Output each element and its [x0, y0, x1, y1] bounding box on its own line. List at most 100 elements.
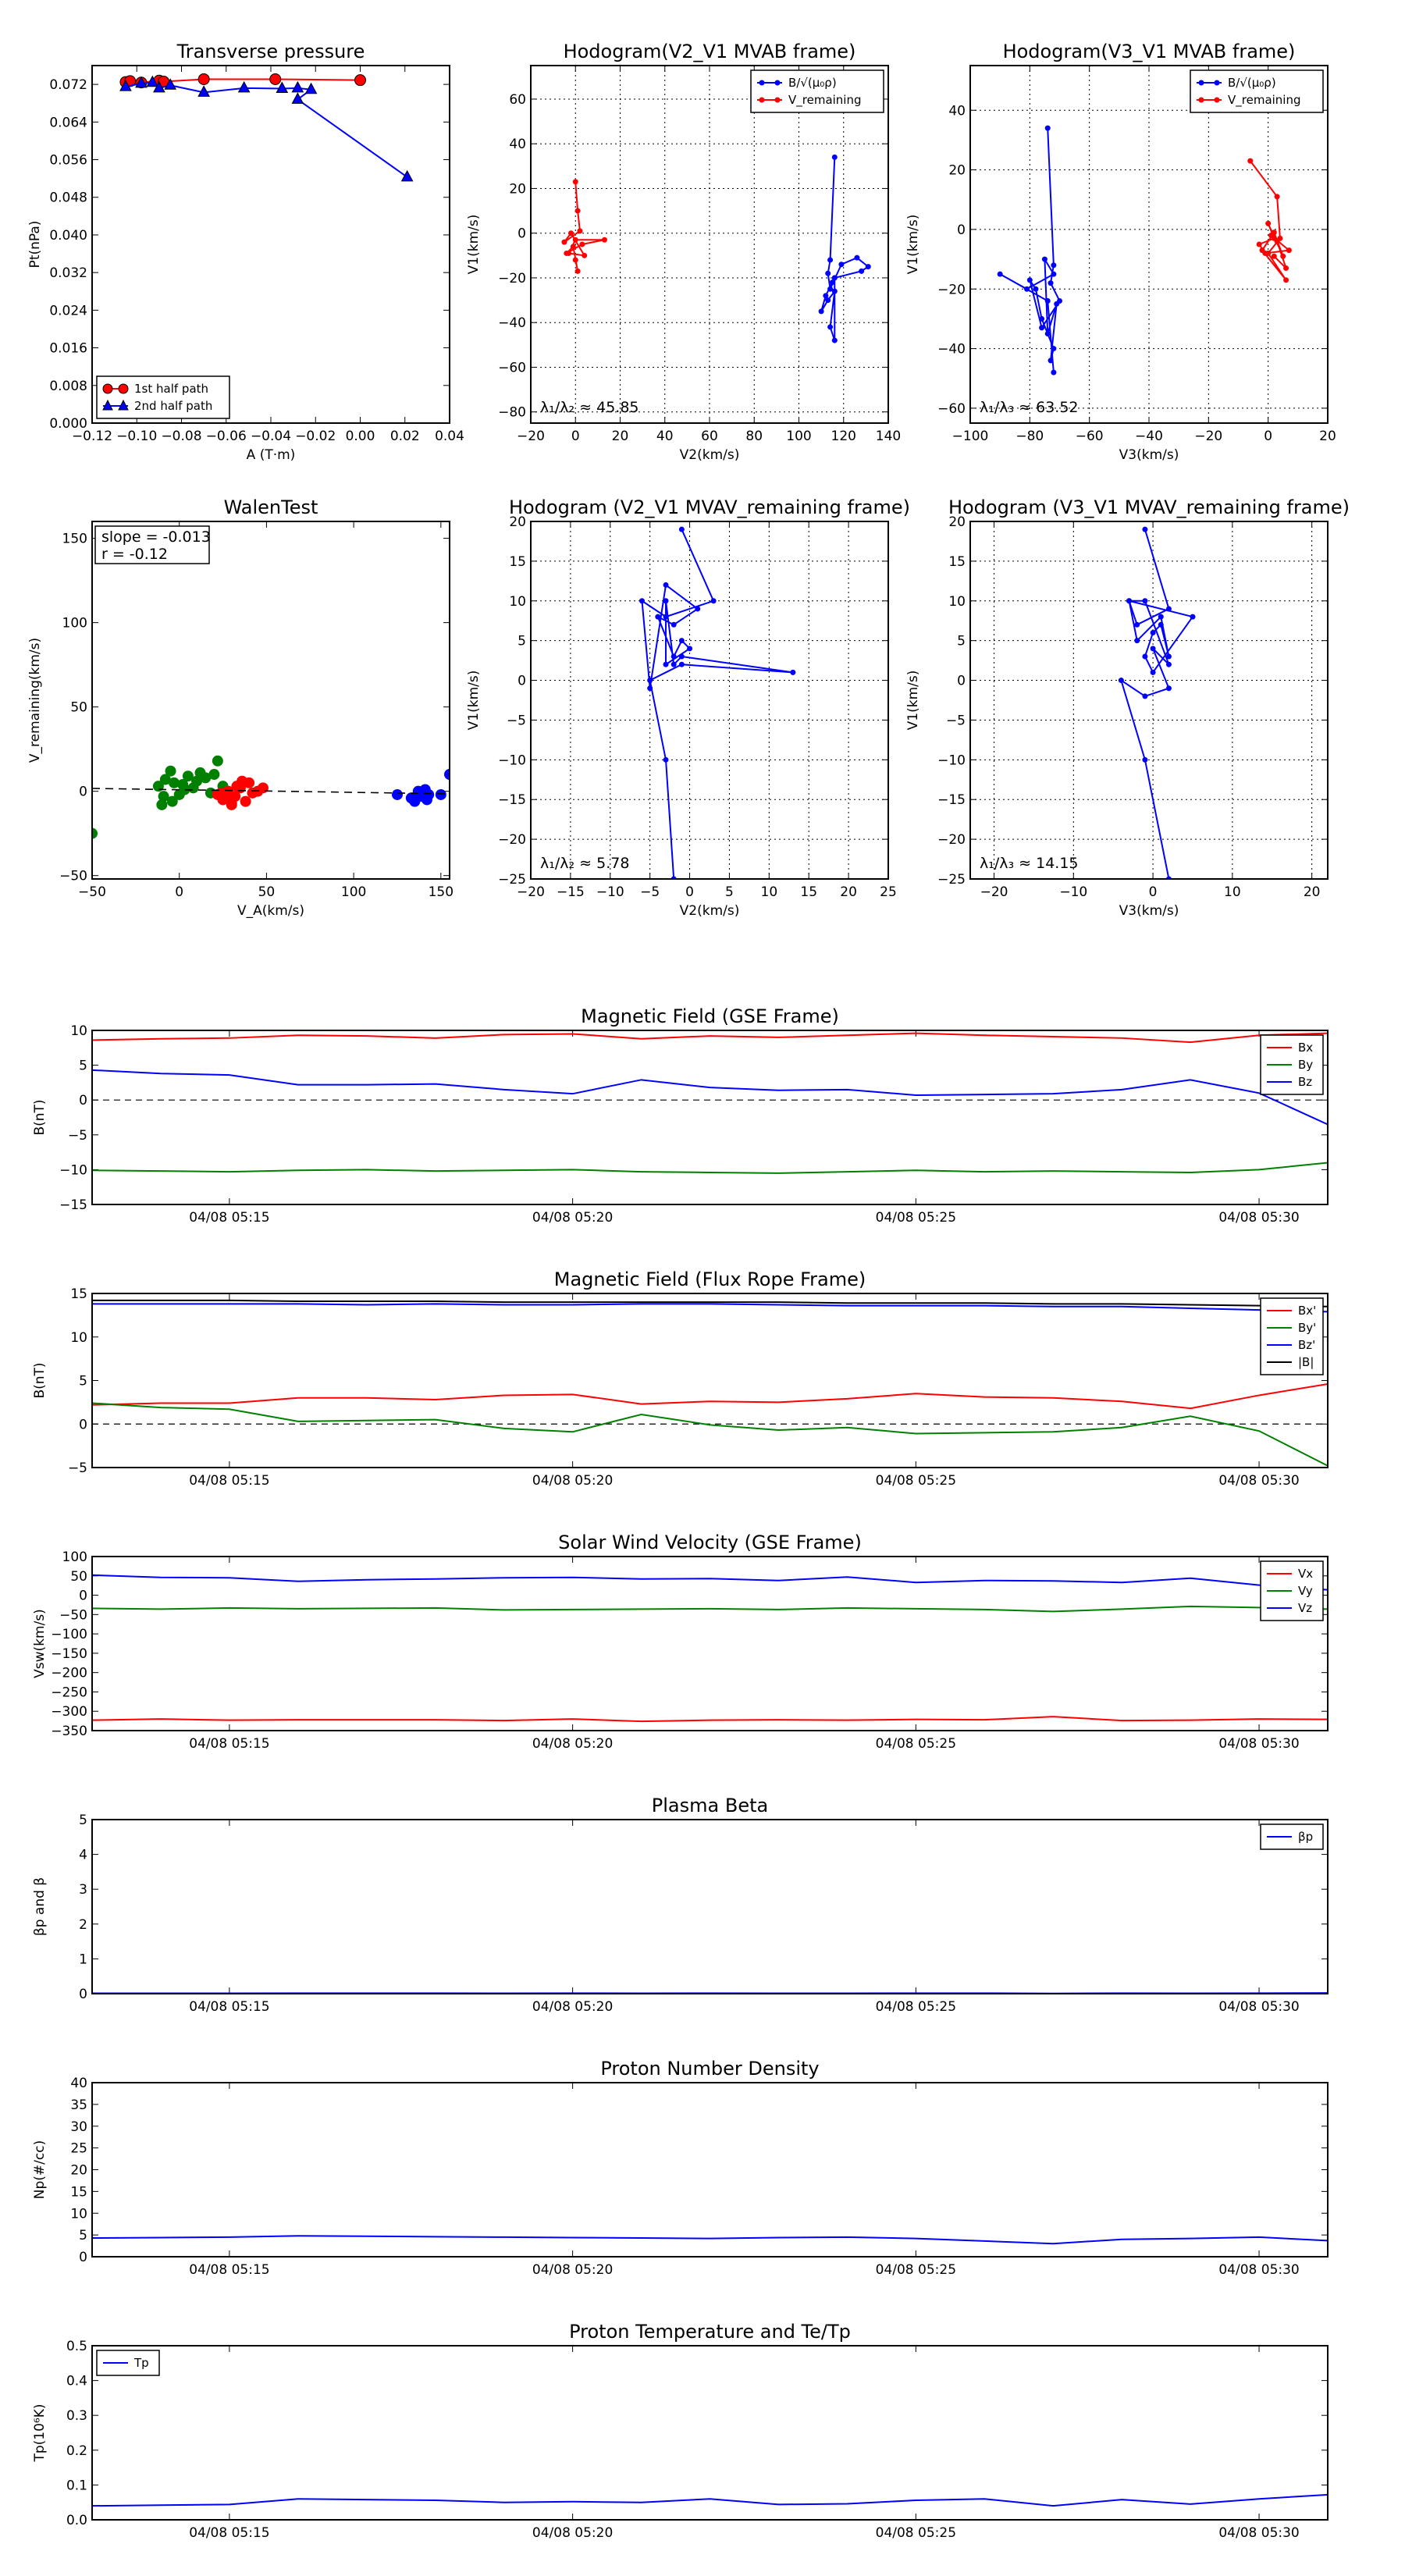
data-point — [291, 80, 304, 93]
y-tick-label: −20 — [498, 271, 526, 286]
x-axis-label: A (T·m) — [247, 447, 296, 463]
data-point — [831, 154, 838, 160]
x-tick-label: 04/08 05:30 — [1218, 1210, 1299, 1226]
data-point — [1256, 241, 1262, 247]
data-point — [1142, 598, 1148, 604]
x-tick-label: 0 — [175, 884, 183, 900]
y-tick-label: 3 — [79, 1882, 87, 1898]
legend-label: By — [1298, 1058, 1313, 1072]
plot-area — [92, 755, 450, 839]
y-tick-label: −20 — [498, 832, 526, 848]
data-point — [1048, 358, 1054, 364]
data-point — [1286, 247, 1292, 254]
x-tick-label: 10 — [761, 884, 778, 900]
data-point — [400, 169, 414, 182]
x-tick-label: 20 — [840, 884, 857, 900]
legend-label: B/√(μ₀ρ) — [788, 76, 837, 90]
data-point — [997, 271, 1003, 277]
y-tick-label: 0 — [79, 1589, 87, 1604]
legend-label: βp — [1298, 1830, 1313, 1844]
chart-title: Proton Temperature and Te/Tp — [569, 2321, 851, 2343]
data-point — [687, 646, 693, 652]
x-tick-label: 0 — [1149, 884, 1158, 900]
series-line — [1119, 528, 1194, 879]
data-point — [391, 788, 403, 800]
plot-area — [92, 1299, 1328, 1467]
y-tick-label: 0.024 — [49, 303, 87, 318]
x-tick-label: 25 — [880, 884, 897, 900]
data-point — [164, 78, 177, 90]
stats-text: r = -0.12 — [101, 546, 168, 563]
series-line — [92, 1032, 1328, 1044]
y-tick-label: 0 — [79, 1417, 87, 1432]
x-axis-label: V2(km/s) — [680, 903, 740, 919]
y-tick-label: 15 — [70, 2184, 87, 2200]
x-tick-label: 04/08 05:15 — [189, 2525, 269, 2541]
y-tick-label: 0 — [518, 674, 526, 689]
y-tick-label: −200 — [51, 1666, 87, 1681]
x-tick-label: 15 — [800, 884, 817, 900]
data-point — [1262, 250, 1268, 256]
data-point — [570, 244, 576, 250]
x-tick-label: −20 — [517, 429, 545, 444]
data-point — [1271, 253, 1277, 259]
legend-label: |B| — [1298, 1355, 1314, 1369]
y-tick-label: 10 — [70, 2206, 87, 2222]
data-point — [647, 678, 653, 684]
x-tick-label: 0.02 — [390, 429, 420, 444]
chart-title: Hodogram(V3_V1 MVAB frame) — [1003, 41, 1296, 62]
x-tick-label: 60 — [701, 429, 718, 444]
y-tick-label: 0 — [79, 2250, 87, 2265]
legend-label: Vy — [1298, 1584, 1313, 1598]
data-point — [577, 228, 583, 234]
chart-title: Hodogram (V2_V1 MVAV_remaining frame) — [509, 496, 910, 518]
y-tick-label: 35 — [70, 2097, 87, 2113]
y-axis-label: βp and β — [32, 1877, 48, 1936]
legend: B/√(μ₀ρ) V_remaining — [750, 69, 884, 113]
series-line — [641, 528, 794, 879]
y-tick-label: 50 — [70, 1569, 87, 1585]
data-point — [1268, 233, 1274, 239]
x-tick-label: 04/08 05:20 — [532, 2262, 613, 2278]
y-tick-label: 15 — [509, 554, 526, 570]
series-line — [1249, 160, 1291, 281]
x-tick-label: 04/08 05:15 — [189, 1736, 269, 1752]
x-tick-label: 04/08 05:25 — [876, 1999, 956, 2015]
data-point — [572, 257, 578, 263]
data-point — [1033, 286, 1039, 292]
data-point — [670, 653, 677, 660]
y-tick-label: 2 — [79, 1917, 87, 1933]
data-point — [182, 770, 194, 782]
axes-frame — [91, 65, 450, 424]
data-point — [354, 74, 366, 87]
data-point — [156, 799, 168, 810]
y-tick-label: 0 — [518, 226, 526, 242]
x-tick-label: −15 — [557, 884, 585, 900]
y-tick-label: 0.000 — [49, 416, 87, 432]
data-point — [831, 337, 838, 343]
data-point — [158, 791, 169, 802]
y-tick-label: 1 — [79, 1952, 87, 1967]
data-point — [663, 756, 669, 763]
data-point — [1165, 661, 1172, 667]
y-tick-label: −5 — [68, 1461, 87, 1476]
legend-label: Vz — [1298, 1601, 1312, 1615]
y-tick-label: 0.040 — [49, 228, 87, 244]
plot-area — [92, 2235, 1328, 2245]
legend: 1st half path 2nd half path — [96, 375, 230, 419]
data-point — [197, 73, 210, 85]
chart-title: Plasma Beta — [652, 1795, 768, 1816]
data-point — [237, 775, 248, 787]
x-tick-label: 20 — [1304, 884, 1321, 900]
x-tick-label: 04/08 05:15 — [189, 1999, 269, 2015]
data-point — [269, 73, 282, 85]
x-tick-label: −100 — [952, 429, 989, 444]
y-tick-label: −100 — [51, 1627, 87, 1642]
chart-tp: Transverse pressure−0.12 −0.10 −0.08 −0.06−… — [27, 41, 464, 463]
x-tick-label: 04/08 05:15 — [189, 2262, 269, 2278]
data-point — [1041, 256, 1048, 262]
chart-bfr: Magnetic Field (Flux Rope Frame) 04/08 05… — [32, 1268, 1329, 1489]
y-axis-label: V1(km/s) — [466, 215, 482, 275]
data-point — [1265, 220, 1272, 226]
y-tick-label: −15 — [59, 1197, 87, 1213]
